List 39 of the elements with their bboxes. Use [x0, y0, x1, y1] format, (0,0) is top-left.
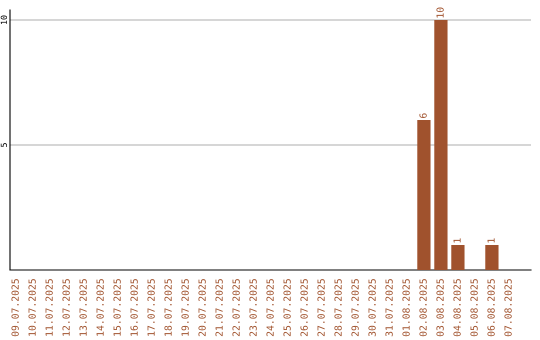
x-tick-label: 11.07.2025 — [45, 279, 53, 336]
x-tick-label: 03.08.2025 — [436, 279, 444, 336]
x-tick-label: 29.07.2025 — [351, 279, 359, 336]
x-tick-label: 25.07.2025 — [283, 279, 291, 336]
x-tick-label: 16.07.2025 — [130, 279, 138, 336]
x-tick-label: 21.07.2025 — [215, 279, 223, 336]
bar — [434, 20, 448, 270]
x-tick-label: 06.08.2025 — [487, 279, 495, 336]
x-tick-label: 07.08.2025 — [504, 279, 512, 336]
data-label: 6 — [419, 113, 427, 118]
x-tick-label: 05.08.2025 — [470, 279, 478, 336]
x-tick-label: 23.07.2025 — [249, 279, 257, 336]
x-tick-label: 19.07.2025 — [181, 279, 189, 336]
x-tick-label: 24.07.2025 — [266, 279, 274, 336]
x-tick-label: 30.07.2025 — [368, 279, 376, 336]
bar — [485, 245, 499, 270]
x-tick-label: 14.07.2025 — [96, 279, 104, 336]
data-label: 1 — [454, 238, 461, 242]
x-tick-label: 22.07.2025 — [232, 279, 240, 336]
x-tick-label: 17.07.2025 — [147, 279, 155, 336]
x-tick-label: 18.07.2025 — [164, 279, 172, 336]
x-tick-label: 26.07.2025 — [300, 279, 308, 336]
bar — [451, 245, 465, 270]
x-tick-label: 01.08.2025 — [402, 279, 410, 336]
x-tick-label: 31.07.2025 — [385, 279, 393, 336]
x-tick-label: 10.07.2025 — [28, 279, 36, 336]
x-tick-label: 09.07.2025 — [11, 279, 19, 336]
x-tick-label: 04.08.2025 — [453, 279, 461, 336]
x-tick-label: 27.07.2025 — [317, 279, 325, 336]
y-tick-label: 5 — [0, 143, 7, 147]
x-tick-label: 15.07.2025 — [113, 279, 121, 336]
x-tick-label: 28.07.2025 — [334, 279, 342, 336]
x-tick-label: 20.07.2025 — [198, 279, 206, 336]
data-label: 1 — [488, 238, 495, 242]
bar — [417, 120, 431, 270]
data-label: 10 — [436, 8, 444, 18]
x-tick-label: 13.07.2025 — [79, 279, 87, 336]
x-tick-label: 02.08.2025 — [419, 279, 427, 336]
x-tick-label: 12.07.2025 — [62, 279, 70, 336]
